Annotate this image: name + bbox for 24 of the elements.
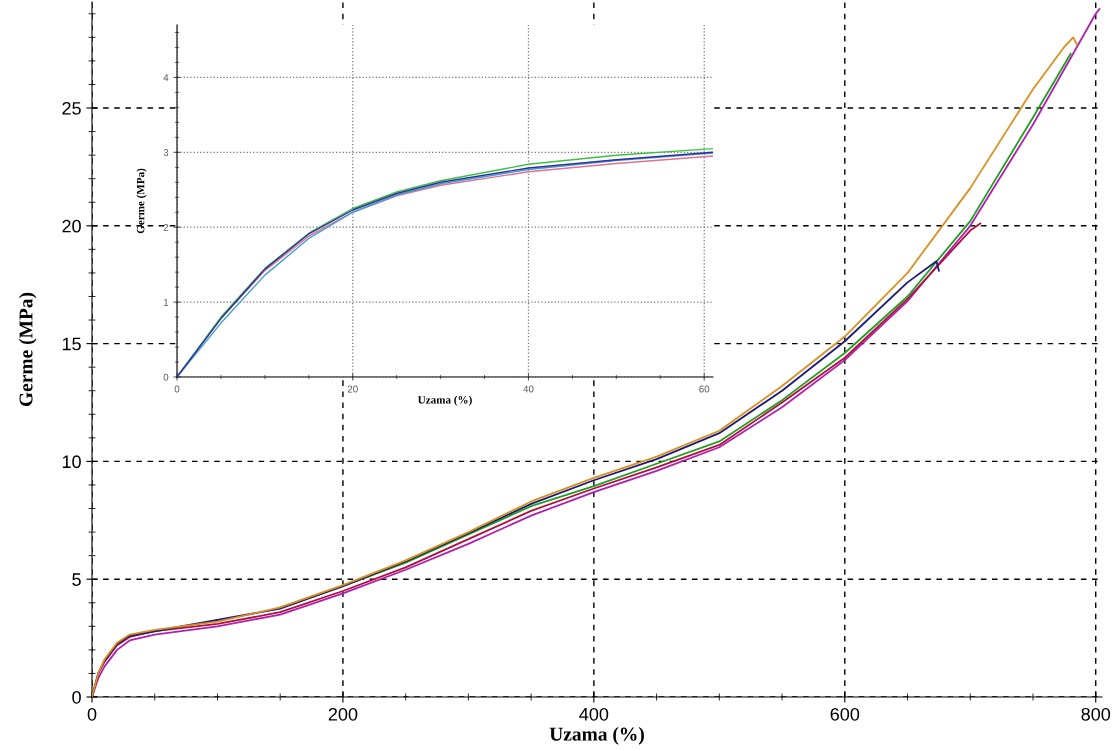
x-tick-label: 0 bbox=[87, 707, 97, 721]
x-tick-label: 60 bbox=[699, 385, 710, 393]
y-tick-label: 15 bbox=[62, 337, 81, 351]
y-tick-label: 2 bbox=[163, 223, 169, 231]
y-tick-label: 25 bbox=[62, 101, 81, 115]
y-tick-label: 5 bbox=[72, 573, 81, 586]
y-tick-label: 1 bbox=[164, 298, 169, 306]
x-tick-label: 0 bbox=[174, 385, 180, 393]
x-tick-label: 800 bbox=[1081, 707, 1111, 721]
y-tick-label: 20 bbox=[62, 219, 81, 233]
y-tick-label: 4 bbox=[163, 74, 169, 81]
x-axis-title: Uzama (%) bbox=[417, 395, 472, 406]
x-tick-label: 40 bbox=[523, 385, 534, 393]
y-tick-label: 0 bbox=[72, 690, 81, 704]
y-tick-label: 3 bbox=[163, 149, 169, 156]
x-tick-label: 200 bbox=[328, 707, 358, 721]
x-tick-label: 400 bbox=[579, 707, 609, 721]
x-tick-label: 20 bbox=[347, 385, 358, 393]
y-axis-title: Germe (MPa) bbox=[136, 168, 147, 234]
x-tick-label: 600 bbox=[830, 707, 860, 721]
y-tick-label: 0 bbox=[163, 373, 169, 381]
x-axis-title: Uzama (%) bbox=[549, 727, 644, 745]
y-axis-title: Germe (MPa) bbox=[18, 292, 37, 407]
y-tick-label: 10 bbox=[62, 455, 81, 469]
